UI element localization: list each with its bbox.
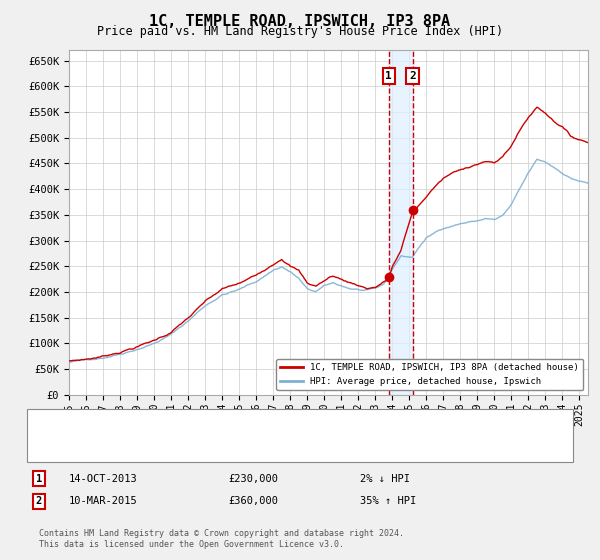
Text: 14-OCT-2013: 14-OCT-2013 [69, 474, 138, 484]
Text: Price paid vs. HM Land Registry's House Price Index (HPI): Price paid vs. HM Land Registry's House … [97, 25, 503, 38]
Bar [389, 50, 413, 395]
Text: 2: 2 [36, 496, 42, 506]
Text: 10-MAR-2015: 10-MAR-2015 [69, 496, 138, 506]
Text: ─── 1C, TEMPLE ROAD, IPSWICH, IP3 8PA (detached house): ─── 1C, TEMPLE ROAD, IPSWICH, IP3 8PA (d… [39, 419, 329, 428]
Text: £230,000: £230,000 [228, 474, 278, 484]
Text: 35% ↑ HPI: 35% ↑ HPI [360, 496, 416, 506]
Text: 1: 1 [36, 474, 42, 484]
Text: 2: 2 [409, 71, 416, 81]
Text: 2% ↓ HPI: 2% ↓ HPI [360, 474, 410, 484]
Legend: 1C, TEMPLE ROAD, IPSWICH, IP3 8PA (detached house), HPI: Average price, detached: 1C, TEMPLE ROAD, IPSWICH, IP3 8PA (detac… [276, 359, 583, 390]
Text: 1: 1 [385, 71, 392, 81]
Text: 1C, TEMPLE ROAD, IPSWICH, IP3 8PA: 1C, TEMPLE ROAD, IPSWICH, IP3 8PA [149, 14, 451, 29]
Text: £360,000: £360,000 [228, 496, 278, 506]
Text: Contains HM Land Registry data © Crown copyright and database right 2024.
This d: Contains HM Land Registry data © Crown c… [39, 529, 404, 549]
Text: ─── HPI: Average price, detached house, Ipswich: ─── HPI: Average price, detached house, … [39, 442, 292, 451]
